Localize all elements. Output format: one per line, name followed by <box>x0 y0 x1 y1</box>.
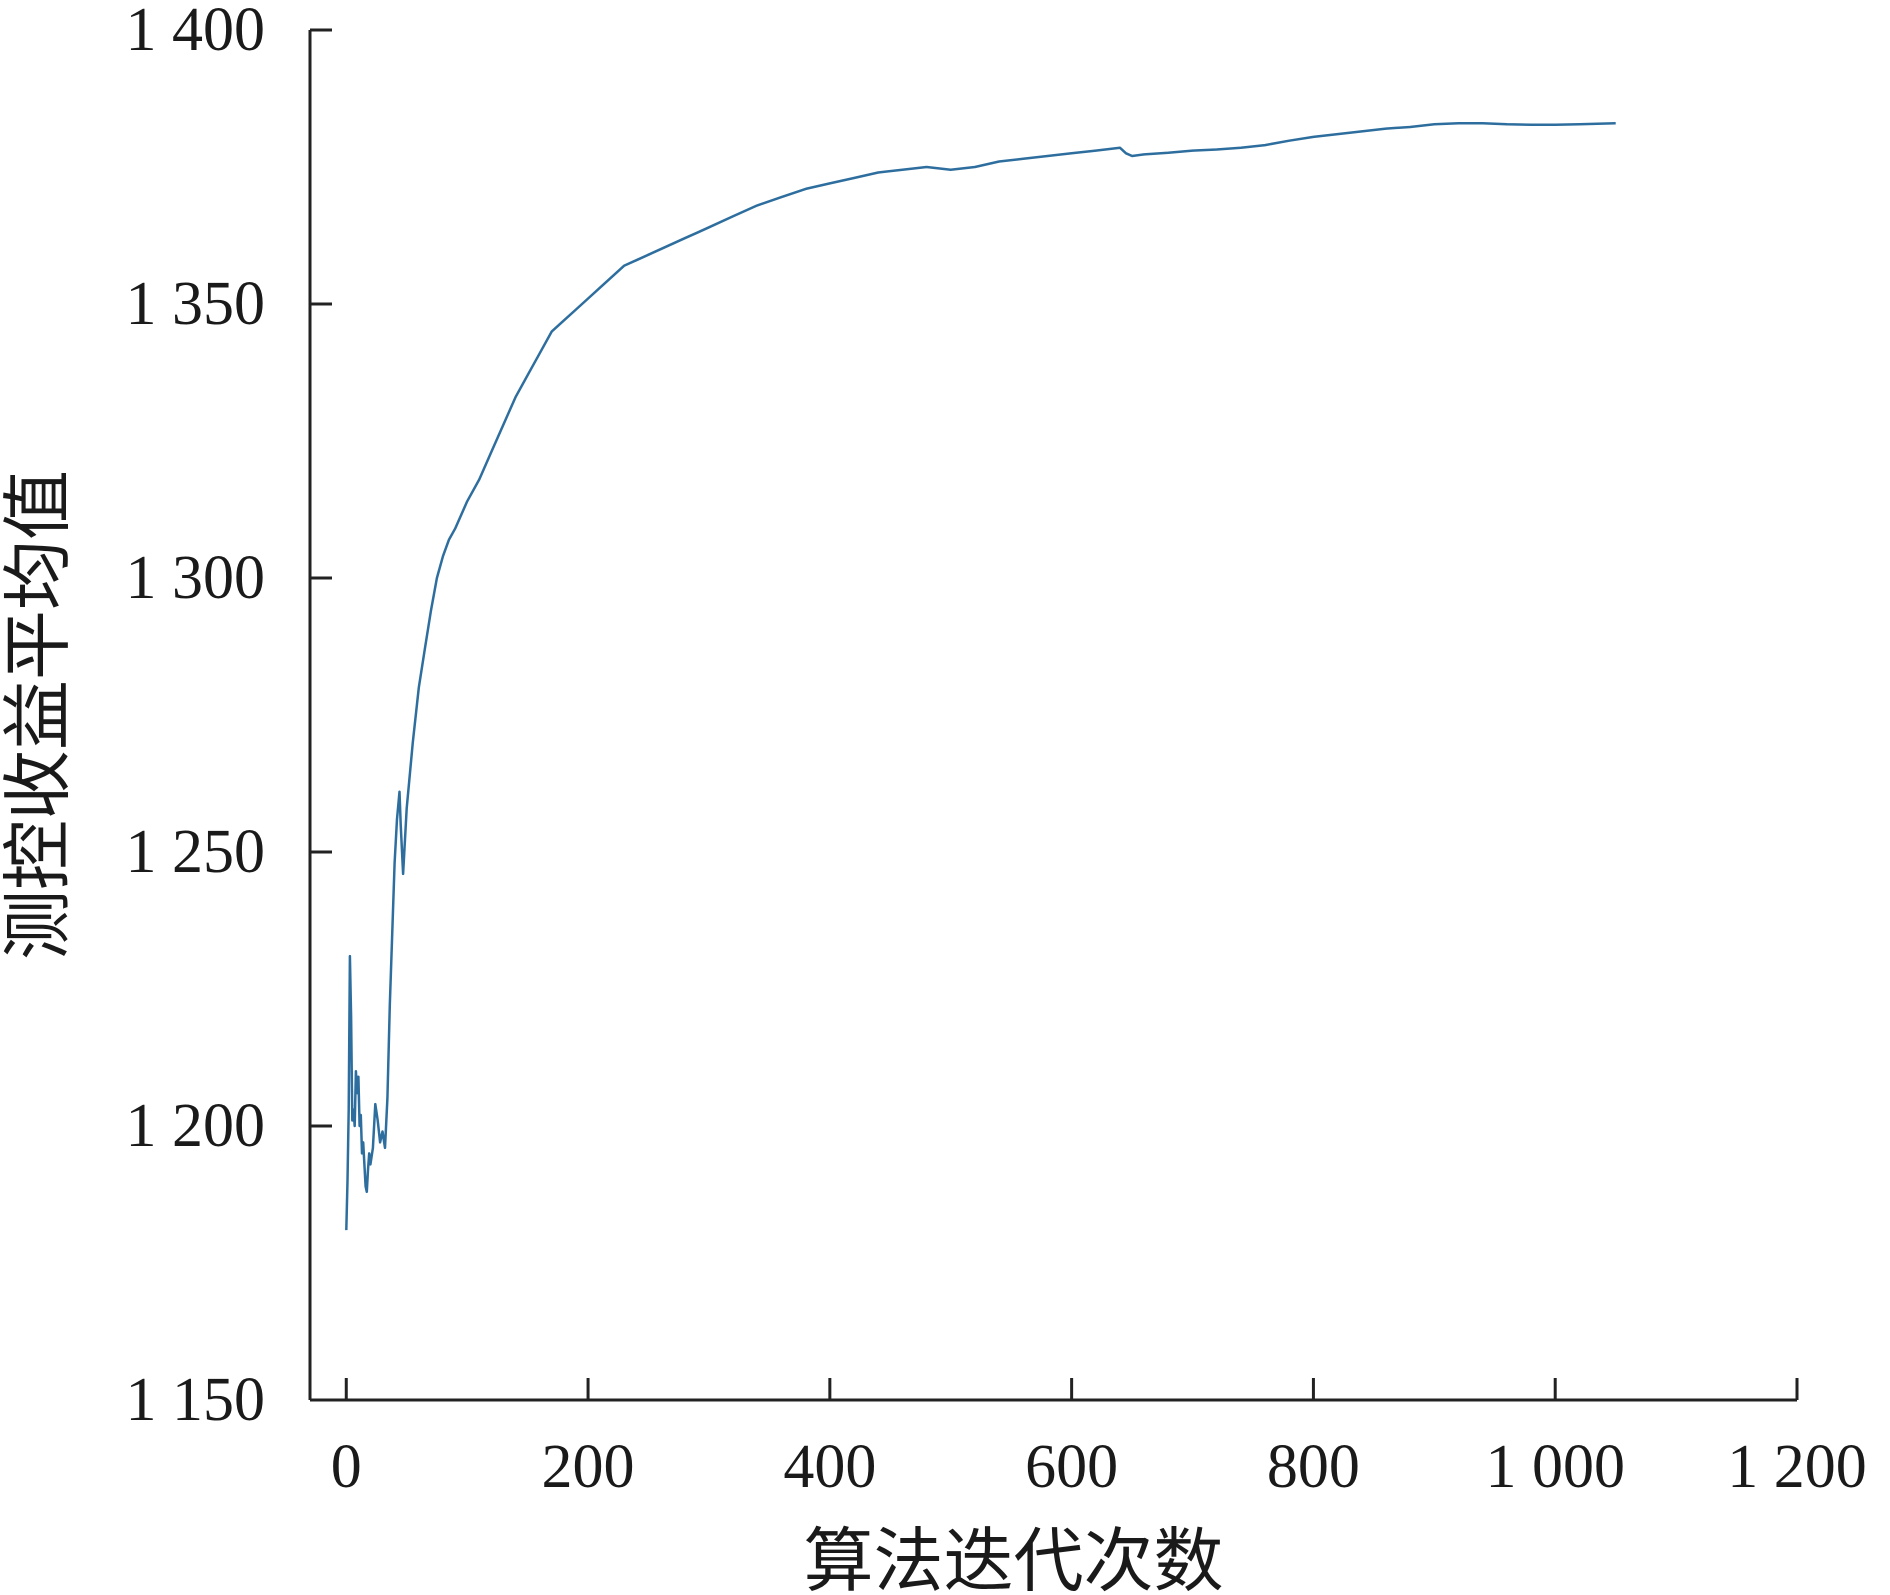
x-tick-label: 800 <box>1267 1433 1360 1501</box>
y-tick-label: 1 200 <box>126 1092 266 1160</box>
series-line-0 <box>345 121 1616 1231</box>
x-axis-title: 算法迭代次数 <box>804 1520 1224 1595</box>
x-tick-label: 600 <box>1025 1433 1118 1501</box>
y-tick-label: 1 150 <box>126 1366 266 1434</box>
x-tick-label: 1 200 <box>1727 1433 1867 1501</box>
x-tick-label: 1 000 <box>1485 1433 1625 1501</box>
y-axis-title: 测控收益平均值 <box>0 470 79 960</box>
y-tick-label: 1 300 <box>126 544 266 612</box>
y-tick-label: 1 400 <box>126 0 266 64</box>
x-tick-label: 200 <box>542 1433 635 1501</box>
y-tick-label: 1 250 <box>126 818 266 886</box>
x-tick-label: 0 <box>331 1433 362 1501</box>
x-tick-label: 400 <box>783 1433 876 1501</box>
y-tick-label: 1 350 <box>126 270 266 338</box>
